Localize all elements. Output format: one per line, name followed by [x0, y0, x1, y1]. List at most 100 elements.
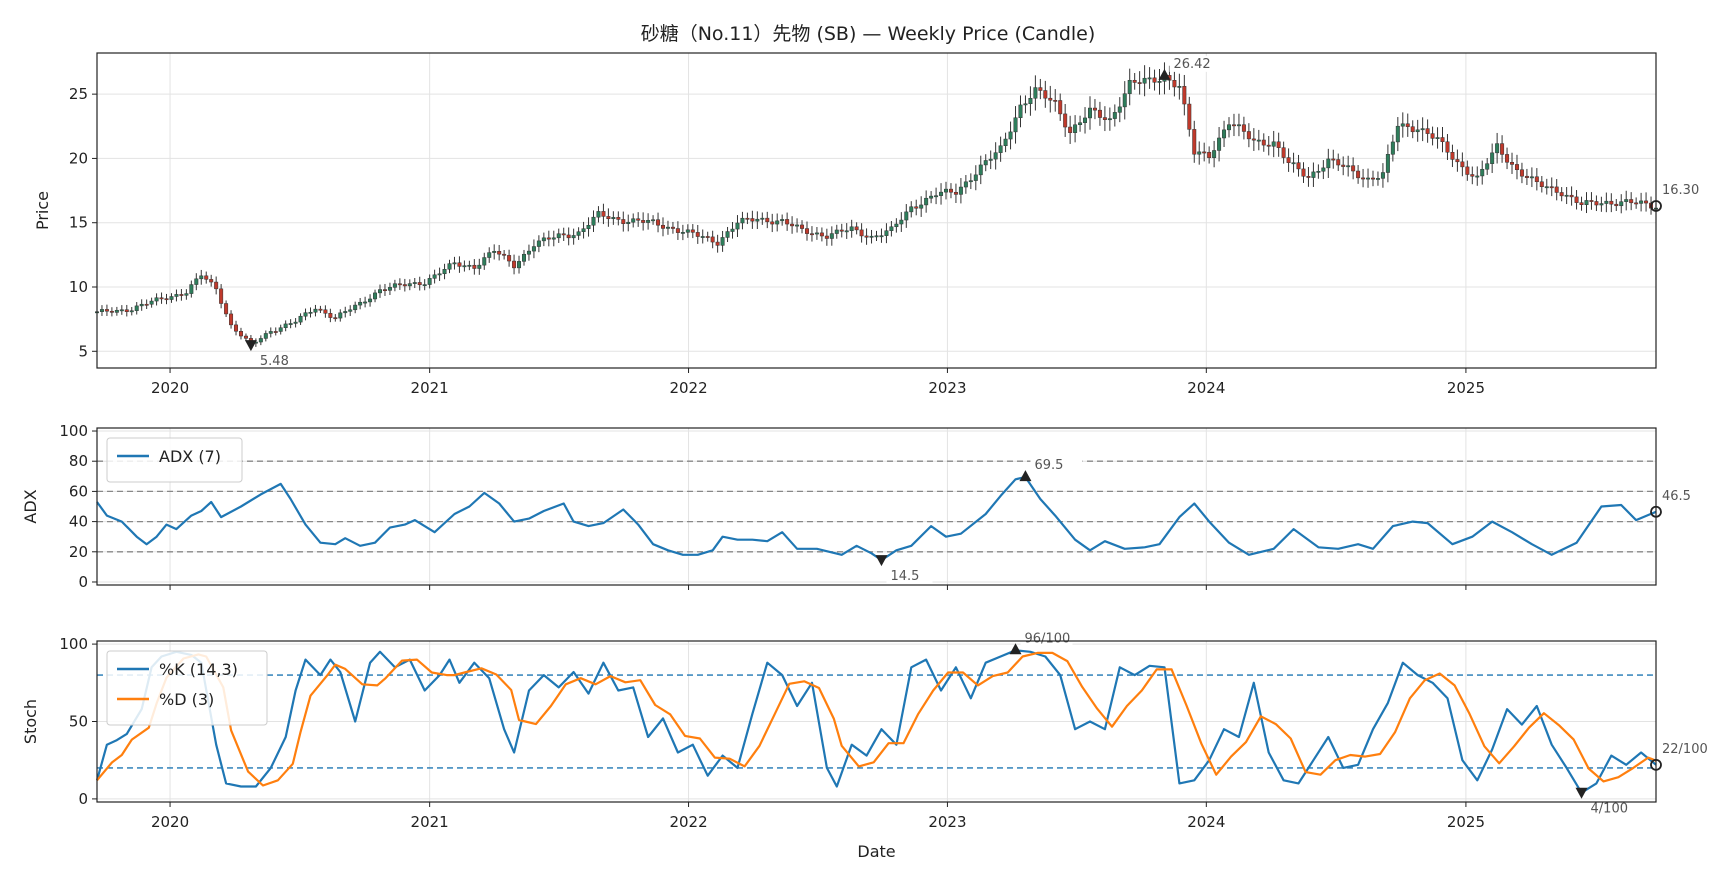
candle-body [1316, 170, 1321, 173]
stoch-panel: 2020 2021 2022 2023 2024 2025 0 50 100 Stoch Date%… [21, 630, 1708, 861]
candle-body [561, 233, 566, 236]
candle-body [1231, 124, 1236, 127]
candle-body [1147, 77, 1152, 80]
candle-body [1356, 170, 1361, 179]
candle-body [258, 338, 263, 343]
label-backdrop [1030, 457, 1083, 474]
y-tick-label: 5 [78, 342, 88, 360]
candle-body [864, 235, 869, 238]
candle-body [1097, 109, 1102, 118]
candle-body [904, 211, 909, 221]
candle-body [596, 211, 601, 218]
candle-body [1227, 124, 1232, 131]
candle-body [765, 217, 770, 223]
candle-body [1549, 186, 1554, 189]
candle-body [1604, 200, 1609, 204]
candle-body [273, 331, 278, 333]
candle-body [690, 229, 695, 233]
candle-body [665, 226, 670, 229]
candle-body [1013, 117, 1018, 133]
candle-body [1107, 118, 1112, 121]
axes-frame [96, 52, 1657, 369]
candle-body [174, 294, 179, 297]
plot-area [97, 53, 1656, 368]
candle-body [1639, 200, 1644, 204]
candle-body [526, 250, 531, 255]
x-axis-label: Date [857, 842, 895, 861]
candle-body [745, 217, 750, 220]
candle-body [154, 297, 159, 302]
candle-body [1266, 144, 1271, 147]
candle-body [1321, 167, 1326, 172]
y-axis-label: Price [33, 191, 52, 230]
candle-body [1112, 112, 1117, 119]
last-value-label: 16.30 [1662, 183, 1699, 198]
candle-body [512, 260, 517, 269]
candle-body [1500, 143, 1505, 155]
candle-body [1490, 152, 1495, 164]
candle-body [606, 216, 611, 220]
candle-body [1495, 143, 1500, 154]
candle-body [521, 253, 526, 262]
candle-body [591, 216, 596, 226]
candle-body [209, 279, 214, 283]
candle-body [1073, 124, 1078, 133]
last-value-label: 46.5 [1662, 489, 1691, 504]
candle-body [149, 300, 154, 305]
label-backdrop [1169, 55, 1222, 72]
candle-body [382, 289, 387, 291]
candle-body [1375, 178, 1380, 180]
candle-body [1395, 125, 1400, 143]
candle-body [1241, 124, 1246, 132]
candle-body [646, 220, 651, 223]
candle-body [730, 228, 735, 232]
candle-body [924, 197, 929, 206]
max-marker [1019, 470, 1032, 482]
min-marker [1575, 787, 1588, 799]
candle-body [621, 219, 626, 224]
legend-entry: %K (14,3) [159, 660, 238, 679]
candle-body [338, 312, 343, 319]
candle-body [795, 224, 800, 227]
candle-body [1524, 175, 1529, 178]
candle-body [1629, 199, 1634, 204]
candle-body [889, 226, 894, 231]
candle-body [1008, 131, 1013, 140]
max-label: 69.5 [1034, 458, 1063, 473]
x-tick-label: 2022 [669, 379, 707, 397]
candle-body [1271, 141, 1276, 147]
candle-body [1172, 80, 1177, 88]
candle-body [268, 331, 273, 334]
candle-body [1366, 177, 1371, 180]
candle-body [1410, 126, 1415, 133]
candle-body [973, 174, 978, 181]
candle-body [129, 310, 134, 313]
candle-body [333, 317, 338, 320]
candle-body [988, 158, 993, 161]
max-marker [1158, 68, 1171, 80]
price-panel: 2020 2021 2022 2023 2024 2025510152025Price5.… [33, 52, 1699, 397]
candle-body [844, 230, 849, 233]
min-marker [244, 340, 257, 352]
candle-body [134, 305, 139, 311]
candle-body [616, 217, 621, 220]
candle-body [899, 219, 904, 225]
candle-body [243, 335, 248, 339]
candle-body [1594, 201, 1599, 206]
chart-title: 砂糖（No.11）先物 (SB) — Weekly Price (Candle) [641, 23, 1096, 45]
candle-body [378, 289, 382, 294]
candle-body [1599, 203, 1604, 206]
candle-body [849, 226, 854, 231]
x-tick-label: 2025 [1447, 379, 1485, 397]
candle-body [109, 310, 114, 313]
candle-body [1644, 200, 1649, 204]
candle-body [457, 262, 462, 267]
candle-body [368, 298, 373, 303]
candle-body [1400, 123, 1405, 127]
candle-body [1132, 79, 1137, 83]
candle-body [914, 206, 919, 209]
candle-body [879, 235, 884, 238]
candle-body [884, 230, 889, 236]
candle-body [710, 236, 715, 243]
